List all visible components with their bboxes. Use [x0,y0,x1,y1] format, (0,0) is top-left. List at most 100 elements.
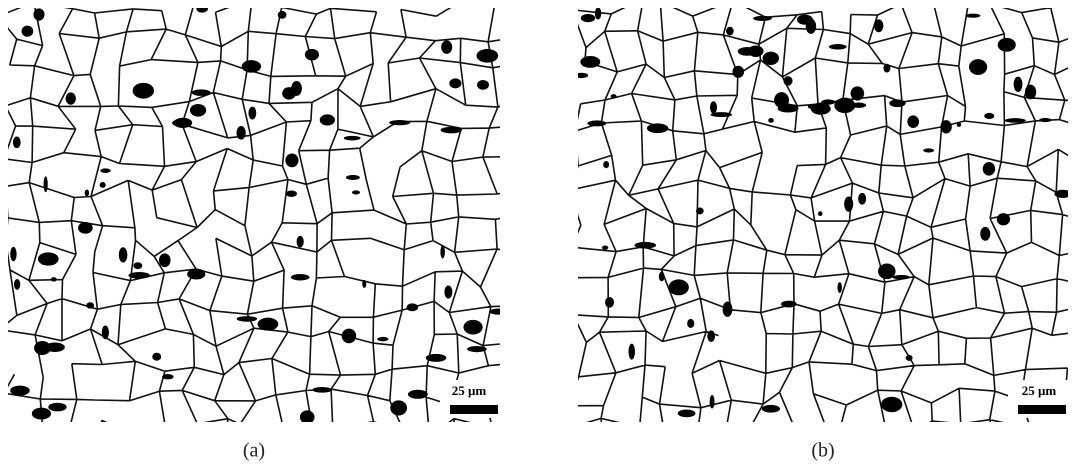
dark-phase [13,137,21,149]
dark-phase [602,245,608,249]
dark-phase [844,196,853,211]
dark-phase [851,86,865,100]
dark-phase [1014,77,1023,92]
dark-phase [732,66,744,78]
dark-phase [192,89,211,95]
dark-phase [678,410,696,418]
dark-phase [44,176,48,192]
dark-phase [242,60,261,73]
dark-phase [282,87,296,99]
dark-phase [1025,85,1036,100]
dark-phase [22,26,34,37]
dark-phase [196,5,208,13]
dark-phase [159,253,171,267]
dark-phase [980,227,990,241]
dark-phase [907,115,919,128]
dark-phase [647,123,668,133]
dark-phase [710,395,715,409]
dark-phase [687,319,694,328]
dark-phase [603,161,609,168]
dark-phase [285,153,298,167]
dark-phase [390,400,407,415]
dark-phase [33,8,44,20]
dark-phase [10,386,29,396]
dark-phase [389,120,410,125]
dark-phase [696,207,704,214]
dark-phase [965,14,980,18]
dark-phase [858,193,866,205]
dark-phase [605,297,614,308]
dark-phase [408,390,428,399]
dark-phase [851,103,866,108]
dark-phase [133,262,142,269]
dark-phase [344,136,361,141]
dark-phase [808,103,829,109]
dark-phase [346,175,360,180]
dark-phase [426,354,447,362]
dark-phase [190,104,206,117]
dark-phase [258,318,279,331]
dark-phase [51,277,57,281]
dark-phase [892,275,909,279]
dark-phase [581,14,595,22]
page: 25 μm 25 μm (a) (b) (() => { const data … [0,0,1072,471]
dark-phase [119,247,128,262]
dark-phase [313,387,332,393]
dark-phase [781,301,797,308]
dark-phase [10,247,16,261]
dark-phase [133,83,154,99]
dark-phase [762,405,780,413]
dark-phase [102,325,109,339]
dark-phase [998,38,1016,52]
scale-bar-label: 25 μm [1022,383,1057,398]
dark-phase [489,308,511,314]
dark-phase [763,52,779,65]
dark-phase [45,343,65,353]
dark-phase [635,242,657,249]
dark-phase [286,190,297,196]
dark-phase [580,56,600,68]
dark-phase [768,118,774,123]
dark-phase [659,272,665,282]
dark-phase [440,245,444,258]
dark-phase [889,99,905,107]
dark-phase [32,408,51,420]
scale-bar [450,405,498,414]
dark-phase [668,279,688,295]
dark-phase [723,301,733,316]
dark-phase [377,337,388,341]
dark-phase [1039,118,1051,122]
dark-phase [86,302,94,308]
dark-phase [291,274,310,280]
dark-phase [248,107,256,120]
dark-phase [940,120,951,133]
dark-phase [611,94,617,99]
dark-phase [66,92,76,104]
dark-phase [726,27,734,36]
dark-phase [100,168,110,173]
dark-phase [997,213,1010,225]
dark-phase [305,49,319,61]
panel-label: (a) [243,440,265,462]
dark-phase [407,303,419,311]
dark-phase [477,49,499,63]
dark-phase [748,45,764,56]
dark-phase [710,101,717,113]
dark-phase [957,122,961,126]
dark-phase [837,282,841,293]
dark-phase [883,64,890,73]
dark-phase [320,114,335,125]
dark-phase [278,11,287,19]
dark-phase [85,189,89,196]
dark-phase [829,44,847,49]
dark-phase [237,316,257,322]
dark-phase [152,353,161,361]
dark-phase [1054,190,1071,198]
dark-phase [78,222,93,234]
dark-phase [449,78,461,88]
dark-phase [441,40,452,54]
dark-phase [923,148,934,152]
dark-phase [477,80,489,90]
dark-phase [342,329,357,344]
dark-phase [128,272,150,279]
